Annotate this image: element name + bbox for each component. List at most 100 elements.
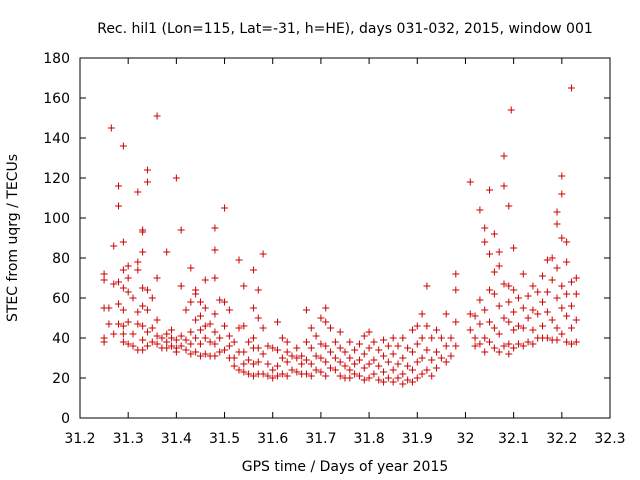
data-point [567, 302, 575, 310]
data-point [408, 326, 416, 334]
x-tick-label: 31.8 [354, 431, 385, 447]
data-point [115, 182, 123, 190]
data-point [331, 354, 339, 362]
data-point [558, 190, 566, 198]
data-point [563, 238, 571, 246]
data-point [225, 342, 233, 350]
data-point [346, 354, 354, 362]
data-point [201, 276, 209, 284]
data-point [486, 186, 494, 194]
data-point [225, 306, 233, 314]
x-tick-label: 32.1 [498, 431, 529, 447]
data-point [534, 310, 542, 318]
data-point [288, 352, 296, 360]
data-point [572, 274, 580, 282]
data-point [249, 360, 257, 368]
data-point [336, 358, 344, 366]
data-point [307, 324, 315, 332]
data-point [177, 342, 185, 350]
data-point [519, 342, 527, 350]
data-point [500, 342, 508, 350]
data-point [548, 276, 556, 284]
data-point [389, 334, 397, 342]
data-point [389, 378, 397, 386]
data-point [399, 370, 407, 378]
data-point [418, 310, 426, 318]
data-point [283, 372, 291, 380]
data-point [404, 362, 412, 370]
data-point [249, 304, 257, 312]
data-point [370, 356, 378, 364]
data-point [274, 318, 282, 326]
x-axis-ticks: 31.2 31.3 31.4 31.5 31.6 31.7 31.8 31.9 32 32.1 32… [64, 58, 626, 447]
data-point [553, 324, 561, 332]
data-point [495, 348, 503, 356]
chart-title: Rec. hil1 (Lon=115, Lat=-31, h=HE), days… [97, 21, 593, 37]
data-point [404, 376, 412, 384]
data-point [307, 360, 315, 368]
data-point [447, 352, 455, 360]
data-point [187, 350, 195, 358]
data-point [476, 320, 484, 328]
data-point [563, 290, 571, 298]
data-point [293, 368, 301, 376]
data-point [481, 224, 489, 232]
data-point [187, 328, 195, 336]
data-point [278, 334, 286, 342]
data-point [240, 360, 248, 368]
data-point [558, 330, 566, 338]
x-tick-label: 32 [457, 431, 475, 447]
data-point [486, 338, 494, 346]
data-point [341, 348, 349, 356]
data-point [259, 370, 267, 378]
data-point [143, 286, 151, 294]
plot-frame [79, 57, 611, 419]
data-point [129, 342, 137, 350]
data-point [249, 334, 257, 342]
data-point [558, 234, 566, 242]
data-point [355, 372, 363, 380]
data-point [452, 342, 460, 350]
data-point [558, 172, 566, 180]
data-point [543, 256, 551, 264]
data-point [119, 142, 127, 150]
data-point [211, 246, 219, 254]
data-point [567, 84, 575, 92]
data-point [365, 344, 373, 352]
x-tick-label: 31.2 [64, 431, 95, 447]
data-point [505, 282, 513, 290]
data-point [428, 356, 436, 364]
data-point [254, 314, 262, 322]
y-tick-label: 100 [43, 211, 70, 227]
data-point [124, 340, 132, 348]
data-point [264, 360, 272, 368]
data-point [428, 372, 436, 380]
data-point [119, 338, 127, 346]
data-point [139, 302, 147, 310]
data-point [322, 318, 330, 326]
data-point [235, 366, 243, 374]
data-point [298, 360, 306, 368]
data-point [481, 334, 489, 342]
x-tick-label: 31.7 [305, 431, 336, 447]
data-point [394, 360, 402, 368]
data-point [399, 354, 407, 362]
plot-area: 31.2 31.3 31.4 31.5 31.6 31.7 31.8 31.9 32 32.1 32… [43, 51, 625, 447]
data-point [283, 348, 291, 356]
data-point [389, 350, 397, 358]
data-point [553, 264, 561, 272]
data-point [548, 316, 556, 324]
data-point [187, 298, 195, 306]
data-point [134, 258, 142, 266]
data-point [163, 338, 171, 346]
data-point [404, 344, 412, 352]
data-point [249, 372, 257, 380]
data-point [168, 342, 176, 350]
data-point [539, 322, 547, 330]
data-point [221, 322, 229, 330]
data-point [302, 370, 310, 378]
data-point [317, 368, 325, 376]
data-point [466, 326, 474, 334]
data-point [221, 346, 229, 354]
data-point [100, 338, 108, 346]
